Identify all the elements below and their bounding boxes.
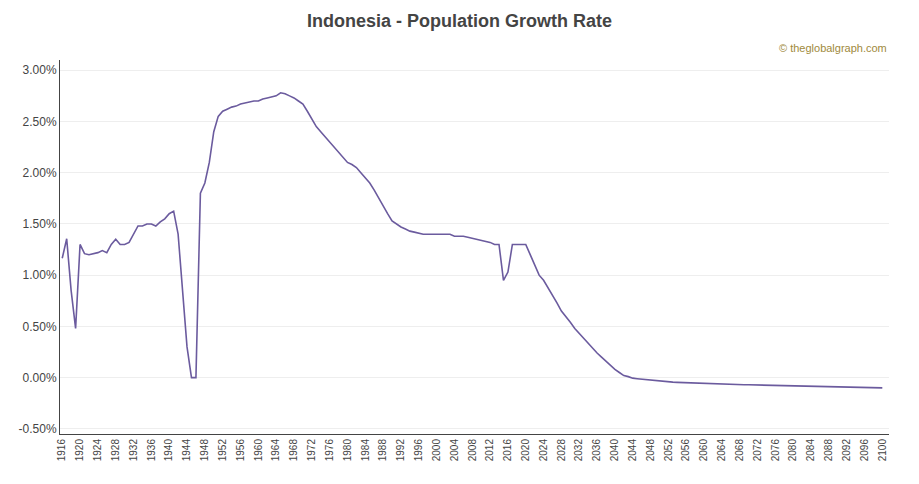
svg-text:3.00%: 3.00% bbox=[23, 63, 57, 77]
svg-text:1956: 1956 bbox=[235, 439, 246, 462]
svg-text:© theglobalgraph.com: © theglobalgraph.com bbox=[779, 42, 887, 54]
svg-text:2040: 2040 bbox=[609, 439, 620, 462]
svg-text:2072: 2072 bbox=[752, 439, 763, 462]
svg-text:1972: 1972 bbox=[306, 439, 317, 462]
svg-text:2020: 2020 bbox=[520, 439, 531, 462]
svg-text:2064: 2064 bbox=[716, 439, 727, 462]
svg-text:1916: 1916 bbox=[56, 439, 67, 462]
svg-text:2008: 2008 bbox=[467, 439, 478, 462]
svg-text:2048: 2048 bbox=[645, 439, 656, 462]
svg-text:1932: 1932 bbox=[128, 439, 139, 462]
svg-text:Indonesia - Population Growth: Indonesia - Population Growth Rate bbox=[307, 11, 612, 31]
svg-text:2.50%: 2.50% bbox=[23, 115, 57, 129]
svg-text:2004: 2004 bbox=[449, 439, 460, 462]
svg-text:1936: 1936 bbox=[146, 439, 157, 462]
svg-text:2076: 2076 bbox=[770, 439, 781, 462]
svg-text:1940: 1940 bbox=[163, 439, 174, 462]
svg-text:2016: 2016 bbox=[502, 439, 513, 462]
svg-text:-0.50%: -0.50% bbox=[19, 422, 57, 436]
svg-text:2.00%: 2.00% bbox=[23, 166, 57, 180]
svg-text:2012: 2012 bbox=[484, 439, 495, 462]
svg-text:2052: 2052 bbox=[663, 439, 674, 462]
svg-text:1996: 1996 bbox=[413, 439, 424, 462]
svg-text:1960: 1960 bbox=[253, 439, 264, 462]
svg-text:0.00%: 0.00% bbox=[23, 371, 57, 385]
svg-text:2096: 2096 bbox=[859, 439, 870, 462]
svg-text:1988: 1988 bbox=[377, 439, 388, 462]
svg-text:1928: 1928 bbox=[110, 439, 121, 462]
svg-text:1.00%: 1.00% bbox=[23, 268, 57, 282]
svg-text:2084: 2084 bbox=[805, 439, 816, 462]
svg-text:2044: 2044 bbox=[627, 439, 638, 462]
svg-text:1976: 1976 bbox=[324, 439, 335, 462]
svg-text:2032: 2032 bbox=[573, 439, 584, 462]
svg-text:2056: 2056 bbox=[680, 439, 691, 462]
svg-text:1948: 1948 bbox=[199, 439, 210, 462]
svg-text:2100: 2100 bbox=[877, 439, 888, 462]
svg-text:1964: 1964 bbox=[270, 439, 281, 462]
svg-text:1980: 1980 bbox=[342, 439, 353, 462]
svg-text:2036: 2036 bbox=[591, 439, 602, 462]
svg-text:1968: 1968 bbox=[288, 439, 299, 462]
svg-text:1992: 1992 bbox=[395, 439, 406, 462]
svg-text:2060: 2060 bbox=[698, 439, 709, 462]
svg-text:1920: 1920 bbox=[74, 439, 85, 462]
svg-text:2088: 2088 bbox=[823, 439, 834, 462]
svg-text:1924: 1924 bbox=[92, 439, 103, 462]
svg-text:1952: 1952 bbox=[217, 439, 228, 462]
svg-text:2068: 2068 bbox=[734, 439, 745, 462]
svg-text:1.50%: 1.50% bbox=[23, 217, 57, 231]
svg-text:2092: 2092 bbox=[841, 439, 852, 462]
svg-text:2024: 2024 bbox=[538, 439, 549, 462]
svg-text:1944: 1944 bbox=[181, 439, 192, 462]
svg-text:0.50%: 0.50% bbox=[23, 320, 57, 334]
svg-text:2000: 2000 bbox=[431, 439, 442, 462]
svg-text:2028: 2028 bbox=[556, 439, 567, 462]
svg-text:2080: 2080 bbox=[787, 439, 798, 462]
svg-text:1984: 1984 bbox=[360, 439, 371, 462]
